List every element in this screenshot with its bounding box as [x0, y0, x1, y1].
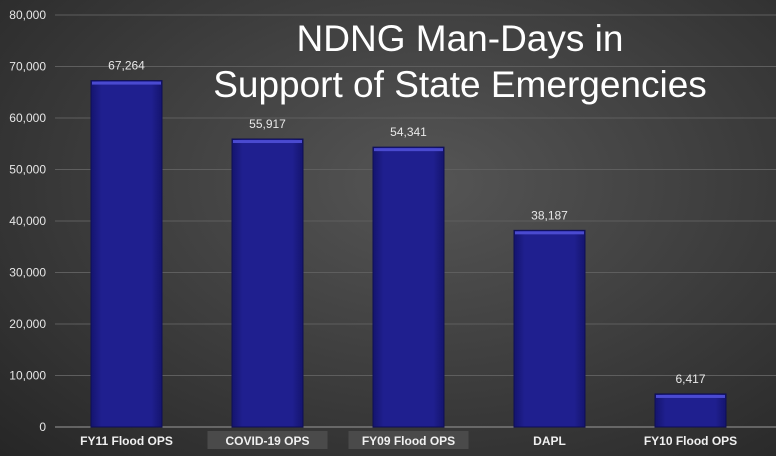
y-tick-label: 70,000 [9, 60, 46, 74]
chart-title-line1: NDNG Man-Days in [296, 18, 624, 59]
bar [231, 138, 304, 428]
y-tick-label: 10,000 [9, 369, 46, 383]
bar [513, 229, 586, 428]
y-tick-label: 60,000 [9, 111, 46, 125]
x-tick-label: FY11 Flood OPS [80, 434, 173, 448]
bar-highlight [374, 148, 443, 152]
y-tick-label: 0 [39, 420, 46, 434]
x-label-background [207, 431, 328, 449]
bar-highlight [515, 231, 584, 235]
x-tick-label: DAPL [533, 434, 566, 448]
y-tick-label: 40,000 [9, 214, 46, 228]
data-label: 6,417 [675, 372, 705, 386]
y-tick-label: 80,000 [9, 8, 46, 22]
bar [654, 393, 727, 428]
bar-highlight [233, 140, 302, 144]
data-label: 67,264 [108, 59, 145, 73]
bar [372, 146, 445, 428]
data-label: 55,917 [249, 117, 286, 131]
x-tick-label: COVID-19 OPS [225, 434, 309, 448]
data-label: 38,187 [531, 208, 568, 222]
y-tick-label: 30,000 [9, 266, 46, 280]
y-tick-label: 20,000 [9, 317, 46, 331]
x-label-background [348, 431, 469, 449]
bar-highlight [656, 394, 725, 398]
bar-highlight [92, 81, 161, 85]
y-tick-label: 50,000 [9, 163, 46, 177]
bar [90, 80, 163, 428]
data-label: 54,341 [390, 125, 427, 139]
chart-title: NDNG Man-Days in Support of State Emerge… [180, 16, 740, 108]
x-tick-label: FY10 Flood OPS [644, 434, 737, 448]
x-tick-label: FY09 Flood OPS [362, 434, 455, 448]
chart-title-line2: Support of State Emergencies [213, 64, 707, 105]
